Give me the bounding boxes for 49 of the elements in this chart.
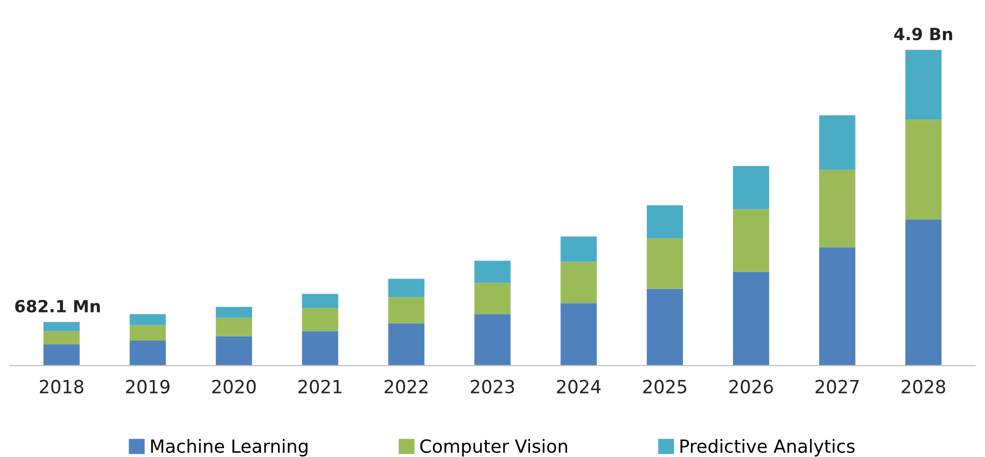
bar	[819, 115, 856, 170]
x-tick-label: 2027	[816, 380, 859, 394]
bar	[732, 166, 770, 210]
bar	[560, 303, 597, 366]
bar	[302, 308, 338, 332]
x-tick-label: 2026	[729, 380, 773, 394]
legend-label: Predictive Analytics	[680, 438, 855, 456]
bar	[474, 282, 511, 314]
x-tick-label: 2023	[470, 380, 514, 394]
bar	[130, 325, 166, 340]
bar	[388, 323, 424, 366]
bar	[560, 262, 597, 304]
bar	[819, 170, 856, 248]
bar	[560, 236, 597, 262]
x-tick-label: 2028	[902, 380, 946, 394]
bar	[646, 205, 683, 238]
bar	[646, 288, 683, 366]
bar	[474, 260, 511, 283]
bar	[43, 322, 80, 332]
legend-label: Machine Learning	[151, 438, 308, 456]
bar	[130, 314, 166, 326]
annotation: 682.1 Mn	[15, 300, 100, 312]
bar	[905, 120, 942, 220]
bar	[216, 306, 252, 318]
bar	[732, 272, 770, 366]
x-tick-label: 2021	[298, 380, 342, 394]
bar	[905, 50, 942, 120]
bar	[646, 238, 683, 289]
annotation: 4.9 Bn	[894, 28, 952, 40]
bar	[819, 248, 856, 366]
bar	[216, 336, 252, 366]
legend-label: Computer Vision	[420, 438, 568, 456]
bar	[388, 278, 424, 298]
x-tick-label: 2019	[126, 380, 170, 394]
bar	[732, 209, 770, 272]
bar	[302, 331, 338, 366]
bar	[905, 219, 942, 366]
bar	[388, 297, 424, 324]
bar	[474, 314, 511, 366]
bar	[43, 331, 80, 344]
x-tick-label: 2025	[643, 380, 686, 394]
x-tick-label: 2024	[557, 380, 601, 394]
bar	[302, 294, 338, 308]
bar	[130, 340, 166, 366]
x-tick-label: 2022	[384, 380, 428, 394]
x-tick-label: 2018	[40, 380, 84, 394]
x-tick-label: 2020	[212, 380, 256, 394]
bar	[43, 344, 80, 366]
bar	[216, 318, 252, 336]
